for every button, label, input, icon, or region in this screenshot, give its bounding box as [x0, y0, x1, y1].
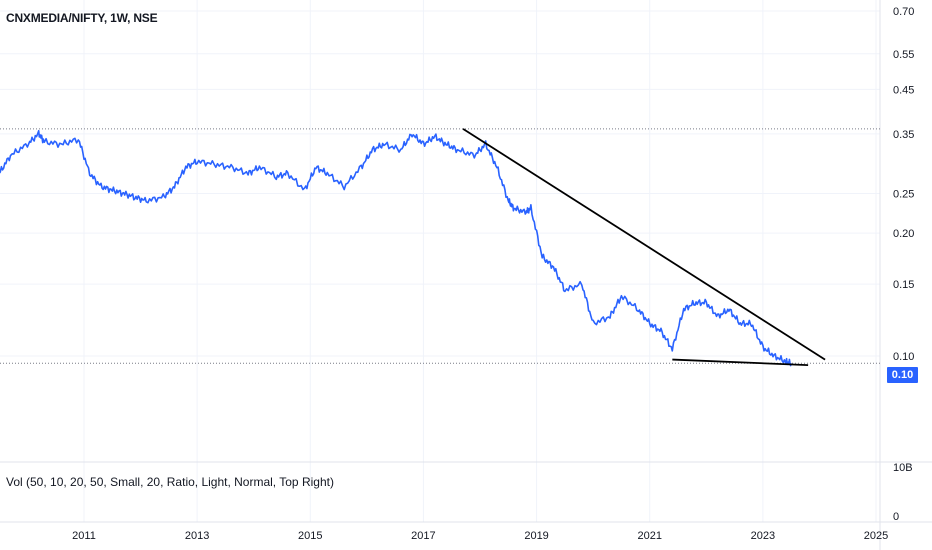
x-tick-label: 2019 — [524, 530, 548, 542]
y-tick-label: 0.70 — [893, 6, 914, 18]
y-tick-label: 0.55 — [893, 49, 914, 61]
x-tick-label: 2021 — [637, 530, 661, 542]
x-tick-label: 2013 — [185, 530, 209, 542]
trendline-annotations — [462, 128, 826, 366]
y-tick-label: 0.45 — [893, 84, 914, 96]
last-price-badge: 0.10 — [887, 367, 918, 383]
volume-axis: 10B 0 — [893, 462, 913, 523]
trendline[interactable] — [672, 358, 809, 366]
symbol-title[interactable]: CNXMEDIA/NIFTY, 1W, NSE — [6, 11, 158, 25]
price-line — [0, 129, 792, 367]
y-tick-label: 0.35 — [893, 129, 914, 141]
time-axis[interactable]: 2011 2013 2015 2017 2019 2021 2023 2025 — [72, 530, 888, 542]
price-axis[interactable]: 0.70 0.55 0.45 0.35 0.25 0.20 0.15 0.10 — [893, 6, 914, 363]
y-tick-label: 0.15 — [893, 279, 914, 291]
y-tick-label: 0.10 — [893, 351, 914, 363]
y-tick-label: 0.20 — [893, 228, 914, 240]
x-tick-label: 2015 — [298, 530, 322, 542]
volume-tick-label: 0 — [893, 511, 899, 523]
volume-indicator-label[interactable]: Vol (50, 10, 20, 50, Small, 20, Ratio, L… — [6, 475, 334, 489]
x-tick-label: 2023 — [751, 530, 775, 542]
y-tick-label: 0.25 — [893, 189, 914, 201]
x-tick-label: 2025 — [864, 530, 888, 542]
trendline[interactable] — [462, 128, 826, 361]
reference-lines — [0, 128, 880, 364]
price-series — [0, 129, 792, 367]
x-tick-label: 2011 — [72, 530, 96, 542]
volume-tick-label: 10B — [893, 462, 913, 474]
x-tick-label: 2017 — [411, 530, 435, 542]
